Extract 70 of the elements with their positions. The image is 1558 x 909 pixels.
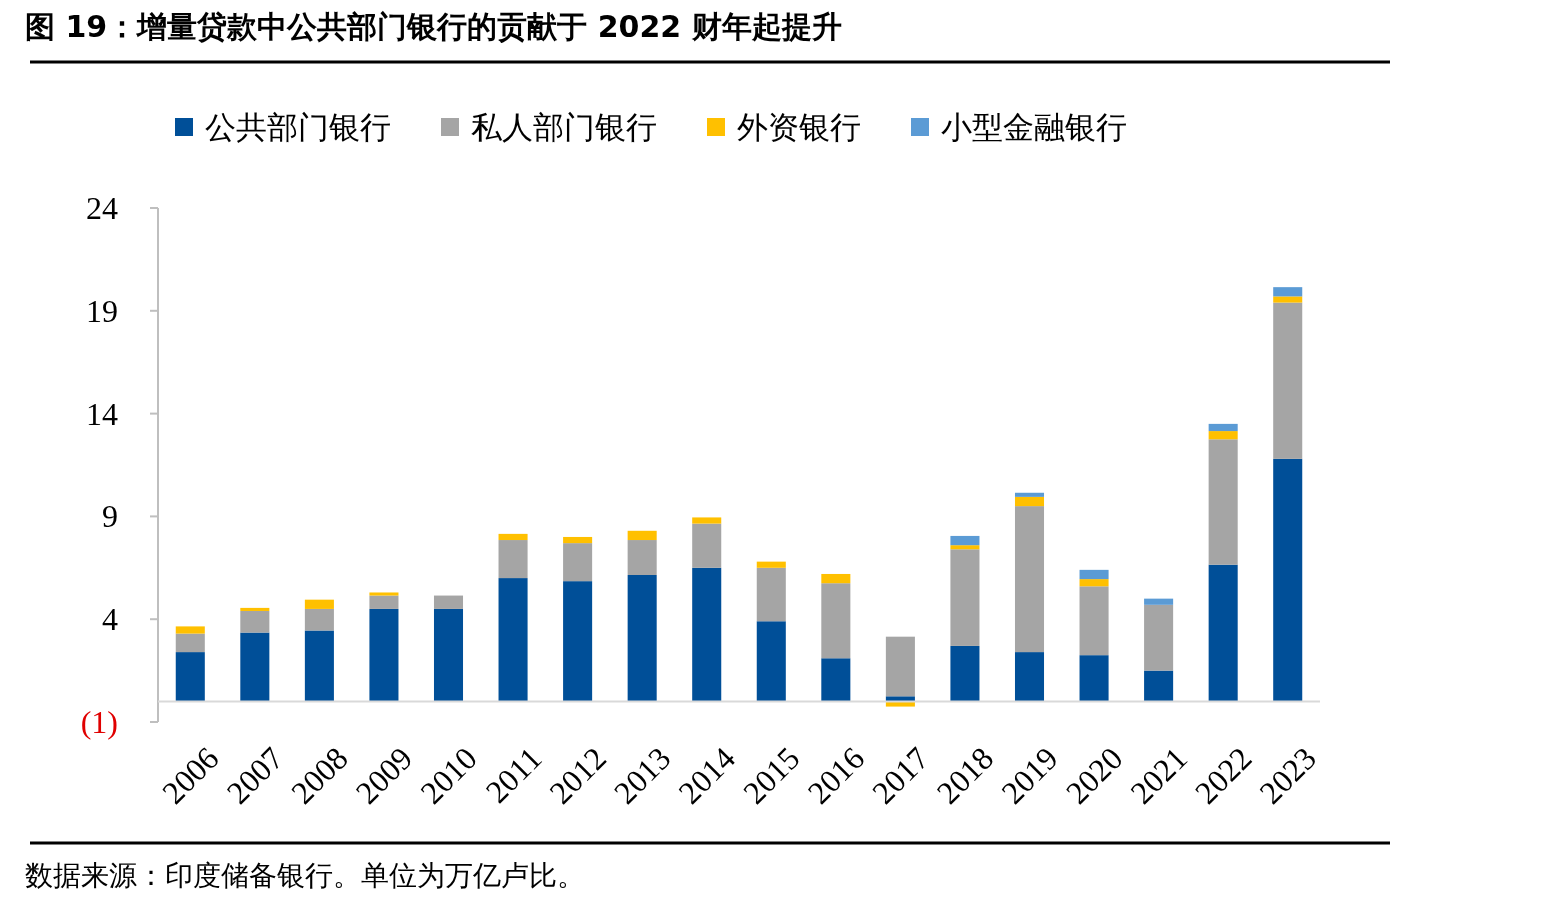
bar — [498, 578, 528, 702]
bar — [240, 607, 270, 611]
bar — [692, 517, 722, 524]
source-note: 数据来源：印度储备银行。单位为万亿卢比。 — [25, 859, 585, 892]
bar — [1079, 569, 1109, 580]
y-tick-label: 9 — [102, 498, 118, 535]
legend-label: 公共部门银行 — [205, 109, 391, 145]
bar — [885, 636, 915, 697]
bar — [1014, 506, 1045, 653]
bar — [1208, 423, 1238, 432]
bar — [240, 610, 270, 633]
bar — [756, 621, 786, 702]
bar — [369, 592, 399, 596]
bar — [1208, 439, 1238, 565]
bar — [1273, 296, 1303, 303]
legend-label: 外资银行 — [737, 109, 861, 145]
bar — [756, 561, 786, 568]
bar — [1273, 458, 1303, 702]
legend-label: 私人部门银行 — [471, 109, 657, 145]
bar — [950, 645, 980, 702]
bar — [885, 701, 915, 707]
legend-label: 小型金融银行 — [941, 109, 1127, 145]
bar — [175, 652, 205, 702]
bar — [1208, 431, 1238, 440]
bar — [950, 549, 980, 646]
x-tick-label: 2011 — [478, 739, 549, 810]
y-tick-label: (1) — [80, 704, 118, 740]
bar — [692, 567, 722, 702]
bar — [692, 523, 722, 568]
bar — [1079, 586, 1109, 656]
bar — [369, 595, 399, 609]
bar — [627, 530, 657, 541]
bar — [433, 608, 464, 702]
bar — [1273, 302, 1303, 459]
bar — [950, 535, 980, 546]
bar — [1144, 670, 1174, 702]
bar — [1014, 496, 1045, 507]
bar — [304, 608, 334, 631]
bar — [1079, 655, 1109, 702]
bar — [1014, 492, 1045, 497]
chart-title: 图 19：增量贷款中公共部门银行的贡献于 2022 财年起提升 — [25, 9, 842, 44]
bar — [627, 575, 657, 702]
bar — [821, 573, 851, 584]
bar — [1208, 564, 1238, 702]
bar — [1273, 287, 1303, 297]
bar — [369, 608, 399, 702]
y-tick-label: 24 — [86, 190, 118, 226]
bar — [304, 599, 334, 609]
bar — [240, 632, 270, 702]
y-tick-label: 19 — [86, 292, 118, 329]
bar — [563, 581, 593, 702]
bar — [175, 633, 205, 653]
y-tick-label: 14 — [86, 395, 118, 432]
bar — [498, 540, 528, 579]
bar — [563, 536, 593, 544]
bar — [950, 545, 980, 550]
bar — [821, 658, 851, 702]
bar — [1079, 579, 1109, 587]
bar — [1144, 604, 1174, 671]
y-tick-label: 4 — [102, 601, 118, 638]
bar — [1144, 598, 1174, 605]
bar — [433, 595, 464, 609]
bar — [821, 583, 851, 659]
bar — [304, 630, 334, 702]
bar — [175, 626, 205, 634]
bar — [498, 533, 528, 541]
bar — [627, 540, 657, 575]
bar — [563, 543, 593, 582]
bar — [1014, 652, 1045, 702]
bar — [756, 567, 786, 622]
